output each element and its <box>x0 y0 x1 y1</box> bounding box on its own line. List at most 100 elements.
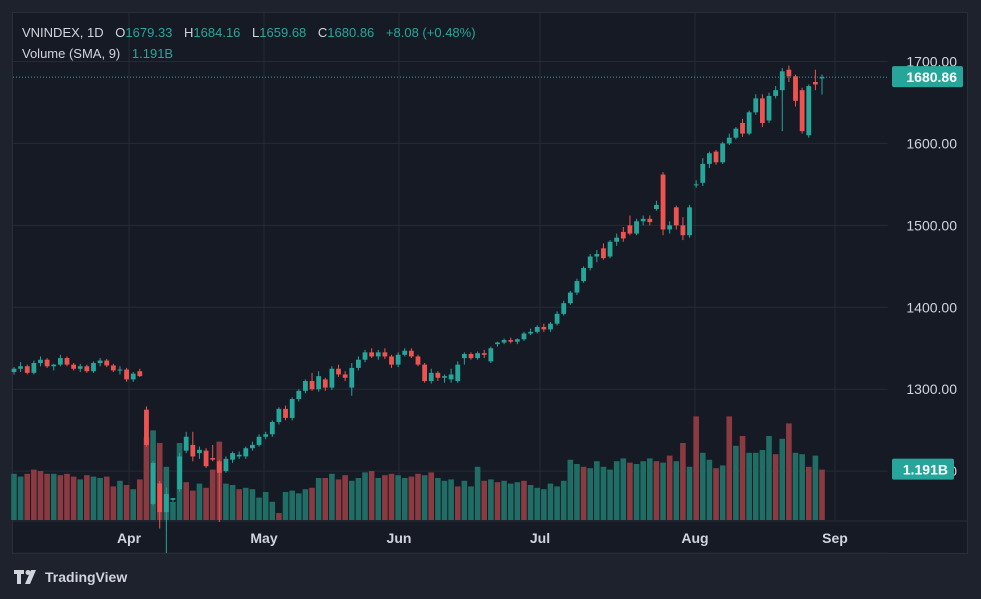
candle <box>766 92 772 123</box>
candle <box>455 361 461 383</box>
volume-bar <box>620 458 627 520</box>
volume-bar <box>772 454 779 520</box>
candle <box>707 151 712 169</box>
candle-body <box>455 364 461 382</box>
volume-indicator-label[interactable]: Volume (SMA, 9) <box>22 46 121 61</box>
candle-body <box>654 204 659 209</box>
candle-body <box>521 333 527 340</box>
volume-bar <box>322 478 329 520</box>
volume-bar <box>223 483 229 520</box>
volume-bar <box>183 482 189 520</box>
time-axis[interactable]: Apr May Jun Jul Aug Sep <box>117 530 848 546</box>
volume-bar <box>567 459 574 520</box>
open-label: O <box>115 25 126 40</box>
candle-body <box>448 374 454 380</box>
candle-body <box>64 358 70 365</box>
candle <box>501 338 507 345</box>
candle <box>726 133 732 146</box>
volume-bar <box>229 485 236 520</box>
volume-bar <box>11 473 17 520</box>
volume-bar <box>295 493 302 520</box>
tradingview-logo[interactable]: TradingView <box>14 569 127 585</box>
candle-body <box>779 71 785 91</box>
candle <box>812 69 818 91</box>
volume-bar <box>719 465 726 520</box>
price-axis[interactable]: 1200.001300.001400.001500.001600.001700.… <box>906 54 957 480</box>
price-tick-label: 1300.00 <box>906 381 957 397</box>
symbol-name[interactable]: VNINDEX <box>22 25 80 40</box>
volume-bar <box>123 485 130 520</box>
candle <box>614 233 620 246</box>
candle-body <box>640 218 646 222</box>
volume-bar <box>309 487 315 520</box>
candle <box>786 65 792 82</box>
candle-body <box>137 371 143 377</box>
candle-body <box>389 356 394 365</box>
candle <box>256 434 262 447</box>
price-tick-label: 1400.00 <box>906 299 957 315</box>
volume-bar <box>421 475 428 520</box>
volume-bar <box>640 461 646 520</box>
high-label: H <box>184 25 194 40</box>
candle-body <box>753 98 759 113</box>
candle-body <box>759 98 765 123</box>
volume-bar <box>190 490 196 520</box>
price-chart[interactable]: 1200.001300.001400.001500.001600.001700.… <box>0 0 981 560</box>
candle <box>51 363 57 371</box>
candle <box>713 149 719 165</box>
candle <box>587 254 593 271</box>
candle <box>263 431 269 440</box>
volume-bar <box>474 466 481 520</box>
brand-name: TradingView <box>45 569 128 585</box>
candle-body <box>581 267 586 282</box>
candle-body <box>422 364 428 382</box>
volume-bar <box>739 436 746 520</box>
volume-bar <box>541 489 547 520</box>
low-value: 1659.68 <box>259 25 307 40</box>
candle-body <box>634 221 639 234</box>
volume-bar <box>554 486 560 520</box>
candle-body <box>18 366 24 369</box>
candle <box>110 363 116 373</box>
volume-bar <box>137 479 143 520</box>
candle-body <box>382 352 388 357</box>
candle <box>77 363 83 373</box>
candle <box>435 371 441 382</box>
candle <box>660 172 666 236</box>
candle-body <box>713 151 719 163</box>
volume-bar <box>733 445 739 520</box>
candle <box>97 358 103 367</box>
volume-bar <box>269 501 276 520</box>
candle-body <box>289 399 295 418</box>
volume-bar <box>726 416 733 520</box>
volume-bar <box>110 486 117 520</box>
candle-body <box>475 353 481 359</box>
volume-bar <box>395 475 401 520</box>
candle <box>210 444 216 462</box>
candle <box>24 364 30 375</box>
candle <box>197 446 202 459</box>
volume-bar <box>57 475 64 520</box>
interval-label[interactable]: 1D <box>87 25 104 40</box>
candle-body <box>687 207 692 236</box>
volume-bar <box>759 450 766 520</box>
volume-bar <box>647 458 653 520</box>
volume-bar <box>362 472 368 520</box>
candle-body <box>594 254 600 257</box>
candle-body <box>216 461 222 473</box>
candle <box>183 431 189 454</box>
candle <box>223 456 229 473</box>
candle <box>157 480 163 529</box>
candle-body <box>806 86 812 136</box>
candle <box>700 158 706 187</box>
candle <box>177 453 182 492</box>
candle <box>806 84 812 138</box>
candle <box>753 94 759 115</box>
candle-body <box>91 363 96 372</box>
candle <box>534 325 540 334</box>
candle-body <box>693 184 699 186</box>
volume-bar <box>50 473 57 520</box>
volume-bar <box>766 436 772 520</box>
candle-body <box>567 292 573 304</box>
candle <box>117 366 123 375</box>
